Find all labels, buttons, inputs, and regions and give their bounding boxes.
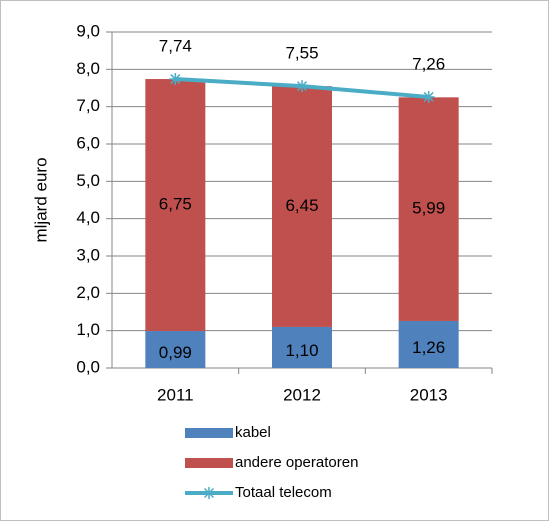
line-marker: [296, 80, 308, 93]
y-tick-label: 5,0: [76, 171, 100, 190]
y-tick-label: 9,0: [76, 21, 100, 40]
y-tick-label: 2,0: [76, 283, 100, 302]
x-tick-label: 2012: [283, 385, 321, 404]
y-tick-label: 6,0: [76, 133, 100, 152]
y-tick-label: 8,0: [76, 59, 100, 78]
bar: [145, 331, 206, 368]
bar: [145, 79, 206, 332]
data-label: 1,10: [285, 341, 318, 360]
y-tick-label: 7,0: [76, 96, 100, 115]
y-tick-label: 4,0: [76, 208, 100, 227]
legend-label: andere operatoren: [235, 454, 358, 471]
legend-label: Totaal telecom: [235, 484, 332, 501]
data-label: 5,99: [412, 199, 445, 218]
data-label: 6,75: [159, 195, 192, 214]
x-tick-label: 2011: [157, 385, 194, 404]
bar: [272, 86, 332, 327]
data-label: 6,45: [285, 196, 318, 215]
line-marker: [422, 90, 435, 103]
bar: [272, 326, 332, 368]
legend-swatch: [185, 458, 233, 468]
data-label: 7,26: [412, 54, 445, 73]
data-label: 1,26: [412, 338, 445, 357]
data-label: 7,74: [159, 37, 192, 56]
bar: [398, 97, 459, 321]
x-tick-label: 2013: [410, 385, 448, 404]
y-tick-label: 3,0: [76, 245, 100, 264]
y-tick-label: 0,0: [76, 357, 100, 376]
marker-stroke: [296, 81, 308, 92]
legend-marker: [203, 487, 215, 499]
data-label: 0,99: [159, 343, 192, 362]
legend-label: kabel: [235, 424, 271, 441]
marker-stroke: [170, 74, 181, 85]
y-axis-label: mljard euro: [31, 157, 50, 242]
y-tick-label: 1,0: [76, 320, 100, 339]
marker-stroke: [423, 91, 434, 102]
bar: [398, 320, 459, 368]
data-label: 7,55: [285, 44, 318, 63]
marker-stroke: [203, 487, 215, 499]
line-marker: [169, 73, 182, 86]
legend-swatch: [185, 428, 233, 438]
